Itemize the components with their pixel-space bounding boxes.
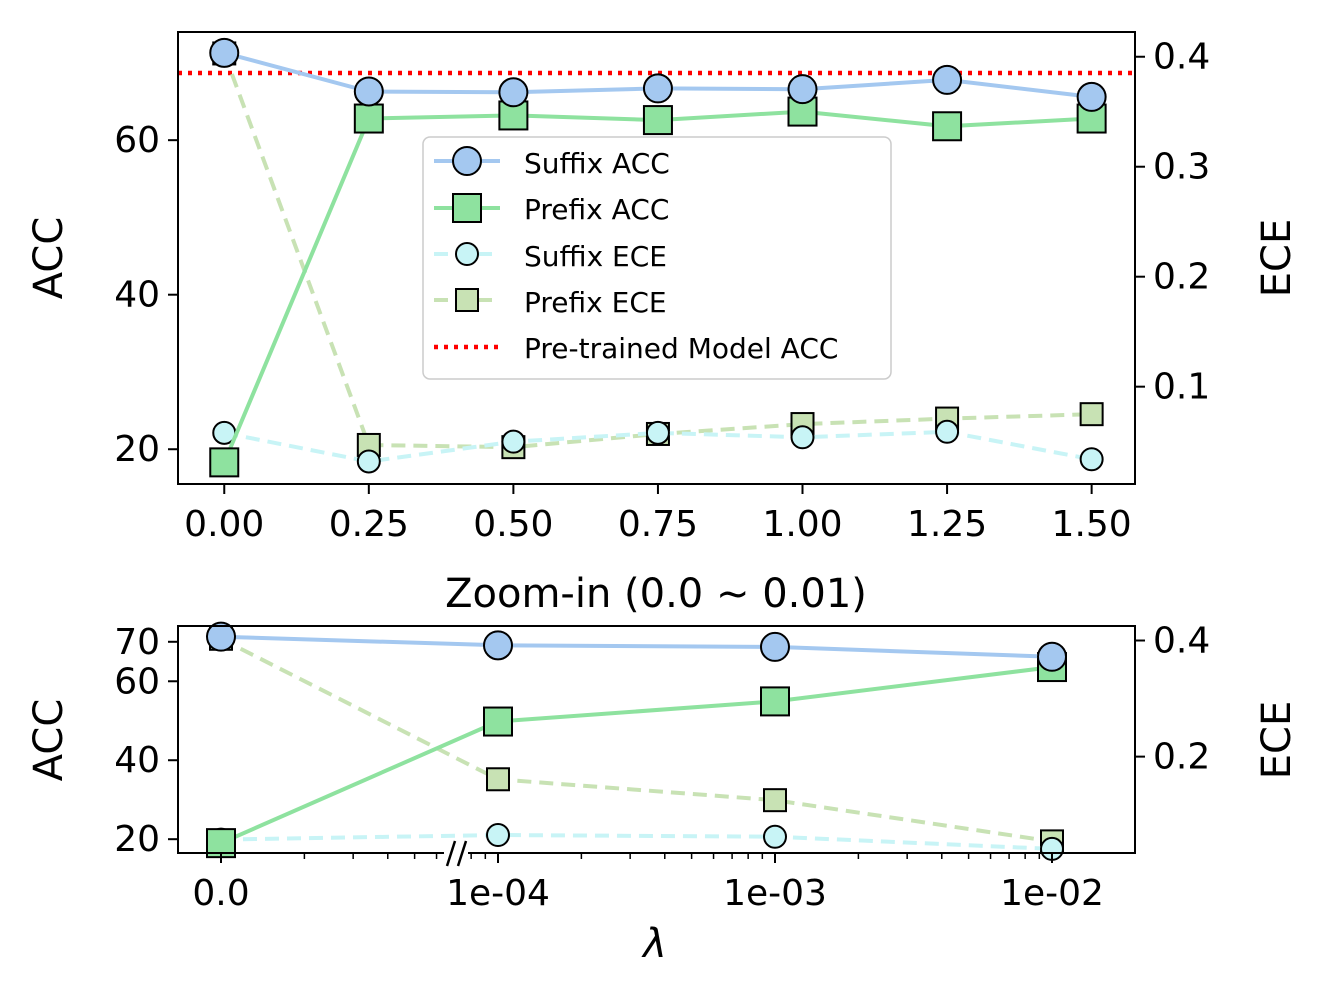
top-suffix-acc-point-3: [642, 73, 673, 104]
bottom-suffix-ece-point-2: [763, 824, 787, 849]
bottom-prefix-ece-point-1: [486, 767, 510, 792]
top-y-tick-label-60: 60: [114, 120, 160, 161]
top-suffix-acc-point-0: [209, 37, 240, 68]
bottom-prefix-acc-line: [220, 665, 1053, 845]
bottom-y-axis-label: ACC: [26, 699, 72, 782]
top-x-tick-label-4: 1.00: [762, 504, 842, 545]
bottom-prefix-ece-point-2: [763, 788, 787, 813]
legend-suffix-acc: Suffix ACC: [524, 147, 670, 180]
top-prefix-acc-point-3: [642, 105, 673, 136]
top-y2-tick-label-0.2: 0.2: [1153, 257, 1210, 298]
bottom-y-tick-label-70: 70: [114, 622, 160, 663]
bottom-x-tick-label-3: 1e-02: [1000, 873, 1104, 914]
top-x-tick-label-6: 1.50: [1052, 504, 1132, 545]
legend-pretrained-acc: Pre-trained Model ACC: [524, 332, 838, 365]
legend: Suffix ACC Prefix ACC Suffix ECE Prefix …: [422, 136, 892, 380]
top-y-tick-label-40: 40: [114, 275, 160, 316]
bottom-prefix-ece-line: [220, 637, 1053, 844]
bottom-prefix-acc-point-2: [760, 686, 790, 717]
bottom-y2-tick-label-0.4: 0.4: [1153, 621, 1210, 662]
bottom-y2-axis-label: ECE: [1254, 701, 1300, 779]
top-suffix-acc-point-6: [1076, 81, 1107, 112]
top-suffix-ece-point-5: [935, 419, 960, 444]
legend-prefix-ece-sample-marker: [455, 288, 479, 312]
bottom-y-tick-label-20: 20: [114, 819, 160, 860]
legend-prefix-acc-sample-marker: [452, 193, 482, 223]
top-suffix-acc-point-4: [787, 74, 818, 105]
bottom-x-axis-label: λ: [641, 921, 667, 967]
top-x-tick-label-0: 0.00: [184, 504, 264, 545]
bottom-y2-tick-label-0.2: 0.2: [1153, 737, 1210, 778]
top-suffix-ece-point-2: [501, 429, 526, 454]
top-prefix-acc-point-4: [787, 96, 818, 127]
top-suffix-acc-point-5: [932, 64, 963, 95]
top-suffix-ece-point-4: [790, 425, 815, 450]
bottom-x-tick-label-2: 1e-03: [723, 873, 827, 914]
legend-prefix-ece: Prefix ECE: [524, 286, 667, 319]
legend-suffix-acc-sample-marker: [452, 146, 482, 176]
bottom-chart-title: Zoom-in (0.0 ~ 0.01): [445, 571, 867, 617]
legend-suffix-ece: Suffix ECE: [524, 240, 667, 273]
bottom-suffix-acc-line: [220, 634, 1053, 659]
axis-break-mark: [444, 840, 468, 867]
top-prefix-acc-point-5: [932, 111, 963, 142]
top-prefix-acc-point-0: [209, 447, 240, 478]
bottom-suffix-ece-point-1: [486, 823, 510, 848]
top-suffix-ece-point-3: [645, 420, 670, 445]
axis-break-slash-2: [456, 840, 468, 867]
legend-prefix-acc: Prefix ACC: [524, 193, 669, 226]
bottom-y-tick-label-40: 40: [114, 740, 160, 781]
bottom-plot-frame: [177, 625, 1136, 854]
bottom-prefix-acc-point-1: [483, 706, 513, 737]
legend-frame: [422, 136, 892, 380]
bottom-suffix-acc-point-1: [483, 630, 513, 661]
top-axis-ticks: 20 40 60 0.1 0.2 0.3 0.4 0.00 0.25 0.50 0.75 1.00 1.…: [114, 37, 1210, 545]
axis-break-slash-1: [445, 840, 457, 867]
top-y-axis-label: ACC: [26, 217, 72, 300]
top-plot-frame: [177, 31, 1136, 485]
top-plot-layers: [178, 37, 1135, 478]
bottom-suffix-acc-point-0: [206, 621, 236, 652]
top-y-tick-label-20: 20: [114, 429, 160, 470]
top-x-tick-label-1: 0.25: [329, 504, 409, 545]
top-x-tick-label-2: 0.50: [473, 504, 553, 545]
legend-suffix-ece-sample-marker: [455, 242, 479, 266]
top-x-tick-label-5: 1.25: [907, 504, 987, 545]
legend-samples: [434, 146, 500, 350]
bottom-x-tick-label-0: 0.0: [192, 873, 249, 914]
top-suffix-acc-point-1: [353, 76, 384, 107]
top-prefix-acc-point-1: [353, 103, 384, 134]
top-y2-tick-label-0.4: 0.4: [1153, 37, 1210, 78]
bottom-suffix-ece-line: [220, 832, 1053, 851]
bottom-x-tick-label-1: 1e-04: [446, 873, 550, 914]
bottom-suffix-acc-point-2: [760, 631, 790, 662]
bottom-plot-layers: [206, 621, 1067, 861]
top-y2-tick-label-0.1: 0.1: [1153, 367, 1210, 408]
top-y2-tick-label-0.3: 0.3: [1153, 147, 1210, 188]
top-prefix-ece-point-6: [1079, 402, 1104, 427]
top-y2-axis-label: ECE: [1254, 219, 1300, 297]
top-x-tick-label-3: 0.75: [618, 504, 698, 545]
top-suffix-acc-point-2: [498, 77, 529, 108]
top-suffix-ece-point-6: [1079, 447, 1104, 472]
bottom-y-tick-label-60: 60: [114, 661, 160, 702]
bottom-suffix-acc-point-3: [1037, 641, 1067, 672]
top-suffix-ece-point-1: [356, 449, 381, 474]
